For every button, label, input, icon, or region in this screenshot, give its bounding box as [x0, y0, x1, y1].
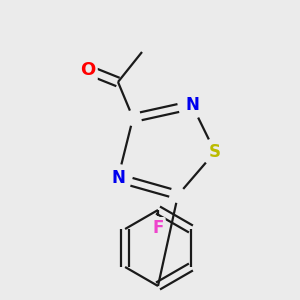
Text: S: S — [209, 143, 221, 161]
Text: F: F — [152, 219, 164, 237]
Text: N: N — [185, 96, 199, 114]
Text: N: N — [111, 169, 125, 187]
Text: O: O — [80, 61, 96, 79]
